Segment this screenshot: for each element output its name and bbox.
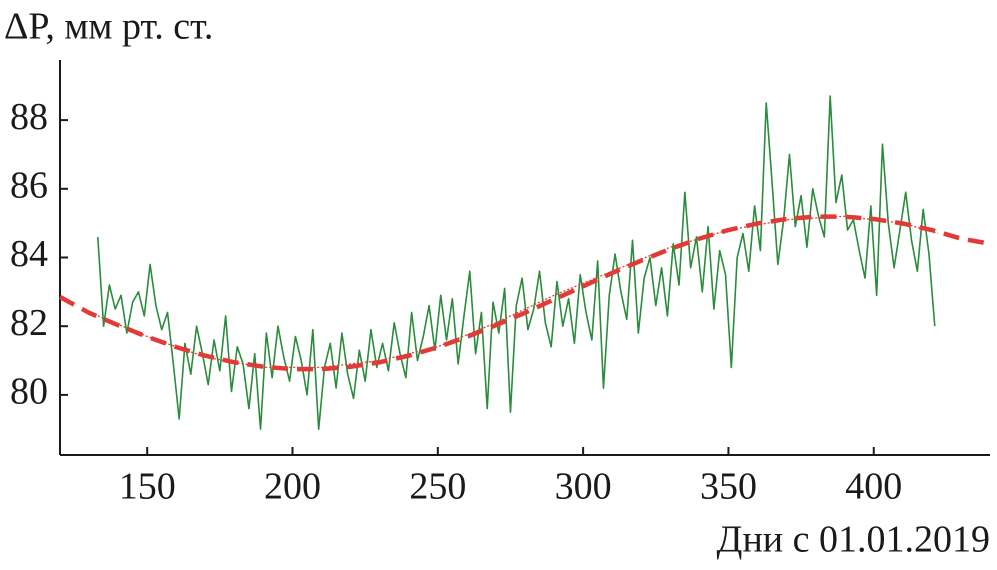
y-axis-label: ΔP, мм рт. ст. (4, 6, 213, 48)
x-tick-label: 250 (409, 466, 466, 508)
x-tick-label: 150 (119, 466, 176, 508)
y-tick-label: 86 (10, 165, 48, 207)
y-tick-label: 84 (10, 233, 48, 275)
y-tick-label: 82 (10, 302, 48, 344)
data-line (58, 214, 991, 372)
x-tick-label: 350 (700, 466, 757, 508)
y-tick-label: 88 (10, 96, 48, 138)
data-line (97, 215, 938, 369)
x-axis-label: Дни с 01.01.2019 (717, 519, 990, 561)
x-tick-label: 300 (555, 466, 612, 508)
x-tick-label: 200 (264, 466, 321, 508)
data-line (96, 95, 936, 431)
y-tick-label: 80 (10, 371, 48, 413)
x-tick-label: 400 (845, 466, 902, 508)
